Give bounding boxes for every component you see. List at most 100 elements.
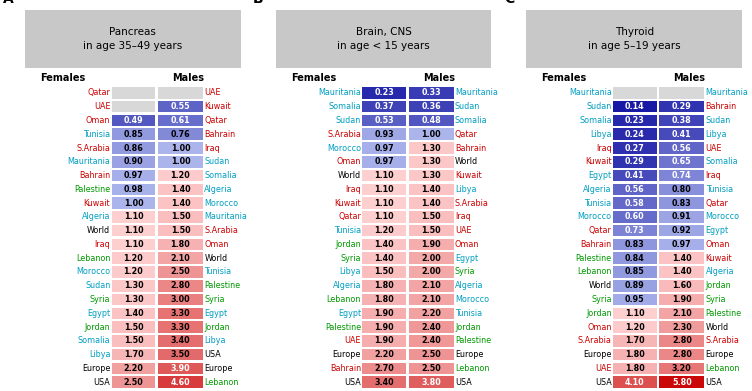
Text: Syria: Syria [205, 295, 225, 304]
Text: 0.41: 0.41 [625, 171, 644, 180]
Text: 1.10: 1.10 [625, 309, 644, 318]
Bar [111, 349, 156, 361]
Bar [158, 183, 203, 195]
Text: 2.50: 2.50 [421, 350, 441, 359]
Bar [613, 335, 656, 346]
Bar [158, 87, 203, 99]
Text: 1.90: 1.90 [374, 336, 394, 345]
Text: 2.80: 2.80 [672, 336, 692, 345]
Bar [111, 266, 156, 278]
Text: Europe: Europe [705, 350, 734, 359]
Bar [660, 349, 705, 361]
Text: Lebanon: Lebanon [76, 254, 111, 263]
Text: 2.70: 2.70 [374, 364, 394, 373]
Text: Tunisia: Tunisia [83, 130, 111, 139]
Text: Europe: Europe [205, 364, 232, 373]
Text: 0.27: 0.27 [625, 143, 644, 152]
Text: 1.40: 1.40 [374, 254, 394, 263]
Text: 3.40: 3.40 [374, 378, 394, 387]
Bar [408, 142, 453, 154]
Bar [408, 170, 453, 181]
Text: 0.92: 0.92 [672, 226, 692, 235]
Bar [111, 253, 156, 264]
Text: 1.00: 1.00 [421, 130, 441, 139]
Bar [613, 239, 656, 250]
Bar [111, 225, 156, 237]
Text: Bahrain: Bahrain [79, 171, 111, 180]
Text: World: World [589, 281, 611, 290]
Text: 0.80: 0.80 [672, 185, 692, 194]
Text: 1.40: 1.40 [672, 254, 692, 263]
Text: 0.83: 0.83 [672, 199, 692, 208]
Text: Libya: Libya [590, 130, 611, 139]
Text: Tunisia: Tunisia [584, 199, 611, 208]
Text: 0.73: 0.73 [625, 226, 644, 235]
Bar [660, 142, 705, 154]
Bar [158, 128, 203, 140]
Text: 2.80: 2.80 [672, 350, 692, 359]
Text: 1.70: 1.70 [123, 350, 144, 359]
Text: 2.10: 2.10 [171, 254, 190, 263]
Text: S.Arabia: S.Arabia [77, 143, 111, 152]
Text: 0.55: 0.55 [171, 102, 190, 111]
Bar [362, 156, 406, 168]
Text: Iraq: Iraq [345, 185, 361, 194]
Text: Thyroid
in age 5–19 years: Thyroid in age 5–19 years [588, 27, 681, 51]
Bar [362, 211, 406, 222]
Text: 1.50: 1.50 [123, 323, 144, 332]
Bar [158, 253, 203, 264]
Text: 0.83: 0.83 [625, 240, 644, 249]
Bar [613, 321, 656, 333]
Bar [158, 115, 203, 126]
Text: 4.10: 4.10 [625, 378, 644, 387]
Text: 0.58: 0.58 [625, 199, 644, 208]
Bar [158, 142, 203, 154]
Bar [660, 321, 705, 333]
Text: Qatar: Qatar [589, 226, 611, 235]
Text: 2.50: 2.50 [171, 267, 190, 276]
Bar [362, 362, 406, 374]
Bar [158, 266, 203, 278]
Bar [660, 211, 705, 222]
Bar [408, 266, 453, 278]
Text: Iraq: Iraq [455, 212, 471, 221]
Text: 2.00: 2.00 [421, 254, 441, 263]
Text: 0.38: 0.38 [672, 116, 692, 125]
Text: 2.10: 2.10 [421, 295, 441, 304]
Bar [660, 280, 705, 292]
Text: 3.80: 3.80 [421, 378, 441, 387]
Text: Egypt: Egypt [705, 226, 729, 235]
Bar [362, 170, 406, 181]
Bar [613, 156, 656, 168]
Text: 1.00: 1.00 [171, 143, 190, 152]
Text: Syria: Syria [89, 295, 111, 304]
Text: Lebanon: Lebanon [205, 378, 238, 387]
Bar [276, 10, 491, 68]
Text: 0.85: 0.85 [625, 267, 644, 276]
Bar [158, 170, 203, 181]
Text: Jordan: Jordan [705, 281, 731, 290]
Text: Europe: Europe [82, 364, 111, 373]
Text: 1.30: 1.30 [421, 143, 441, 152]
Bar [408, 128, 453, 140]
Bar [613, 294, 656, 305]
Text: 0.23: 0.23 [374, 88, 394, 97]
Bar [613, 349, 656, 361]
Bar [613, 266, 656, 278]
Text: World: World [338, 171, 361, 180]
Text: Kuwait: Kuwait [455, 171, 481, 180]
Text: Palestine: Palestine [205, 281, 241, 290]
Text: 1.30: 1.30 [123, 281, 144, 290]
Text: 1.50: 1.50 [171, 212, 190, 221]
Text: Kuwait: Kuwait [705, 254, 732, 263]
Text: USA: USA [344, 378, 361, 387]
Text: 2.80: 2.80 [171, 281, 190, 290]
Bar [660, 101, 705, 113]
Text: Qatar: Qatar [338, 212, 361, 221]
Text: Bahrain: Bahrain [330, 364, 361, 373]
Text: C: C [504, 0, 514, 6]
Text: Oman: Oman [705, 240, 730, 249]
Text: Males: Males [673, 73, 705, 83]
Text: Kuwait: Kuwait [205, 102, 231, 111]
Text: Morocco: Morocco [578, 212, 611, 221]
